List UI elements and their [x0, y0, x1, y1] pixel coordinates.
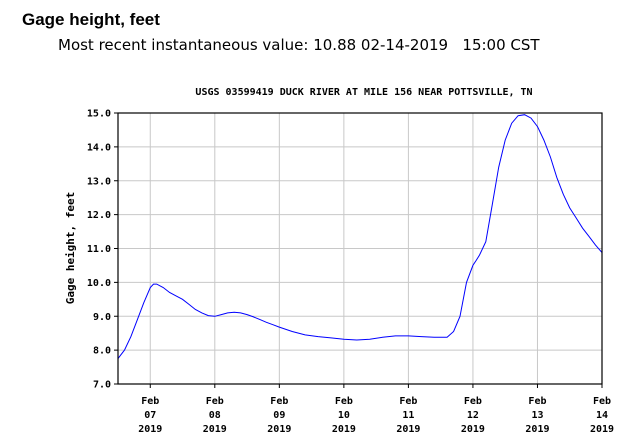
y-axis-ticks: 7.0 8.0 9.0 10.0 11.0 12.0 13.0 14.0 15.0 — [87, 109, 118, 391]
x-tick-label-line3: 2019 — [461, 424, 485, 435]
x-tick-label-line3: 2019 — [396, 424, 420, 435]
y-tick-label: 11.0 — [87, 244, 111, 255]
x-tick-label-line3: 2019 — [138, 424, 162, 435]
x-tick-label-line1: Feb — [593, 396, 611, 407]
chart-title: USGS 03599419 DUCK RIVER AT MILE 156 NEA… — [195, 87, 532, 98]
page-title: Gage height, feet — [22, 10, 160, 29]
y-tick-label: 14.0 — [87, 142, 111, 153]
gage-height-line — [117, 114, 603, 359]
x-tick-label-line2: 12 — [467, 410, 479, 421]
x-tick-label-line3: 2019 — [590, 424, 614, 435]
x-tick-label-line3: 2019 — [203, 424, 227, 435]
recent-value-text: Most recent instantaneous value: 10.88 0… — [58, 36, 540, 54]
x-tick-label-line1: Feb — [206, 396, 224, 407]
x-tick-label-line2: 09 — [273, 410, 285, 421]
x-tick-label-line2: 14 — [596, 410, 608, 421]
y-tick-label: 15.0 — [87, 109, 111, 120]
x-tick-label-line1: Feb — [399, 396, 417, 407]
x-tick-label-line2: 08 — [209, 410, 221, 421]
x-tick-label-line3: 2019 — [267, 424, 291, 435]
x-tick-label-line3: 2019 — [332, 424, 356, 435]
x-tick-label-line2: 07 — [144, 410, 156, 421]
x-tick-label-line1: Feb — [335, 396, 353, 407]
y-tick-label: 10.0 — [87, 278, 111, 289]
x-tick-label-line1: Feb — [464, 396, 482, 407]
y-tick-label: 13.0 — [87, 176, 111, 187]
x-tick-label-line1: Feb — [528, 396, 546, 407]
x-tick-label-line2: 13 — [531, 410, 543, 421]
x-tick-label-line2: 11 — [402, 410, 414, 421]
y-tick-label: 7.0 — [93, 380, 111, 391]
plot-border — [117, 112, 603, 385]
x-axis-ticks: Feb 07 2019 Feb 08 2019 Feb 09 2019 Feb 10 2019 Feb 1… — [138, 384, 614, 435]
x-tick-label-line3: 2019 — [525, 424, 549, 435]
y-tick-label: 9.0 — [93, 312, 111, 323]
x-tick-label-line1: Feb — [270, 396, 288, 407]
y-tick-label: 8.0 — [93, 346, 111, 357]
y-tick-label: 12.0 — [87, 210, 111, 221]
y-axis-label: Gage height, feet — [64, 192, 77, 305]
x-tick-label-line2: 10 — [338, 410, 350, 421]
x-tick-label-line1: Feb — [141, 396, 159, 407]
